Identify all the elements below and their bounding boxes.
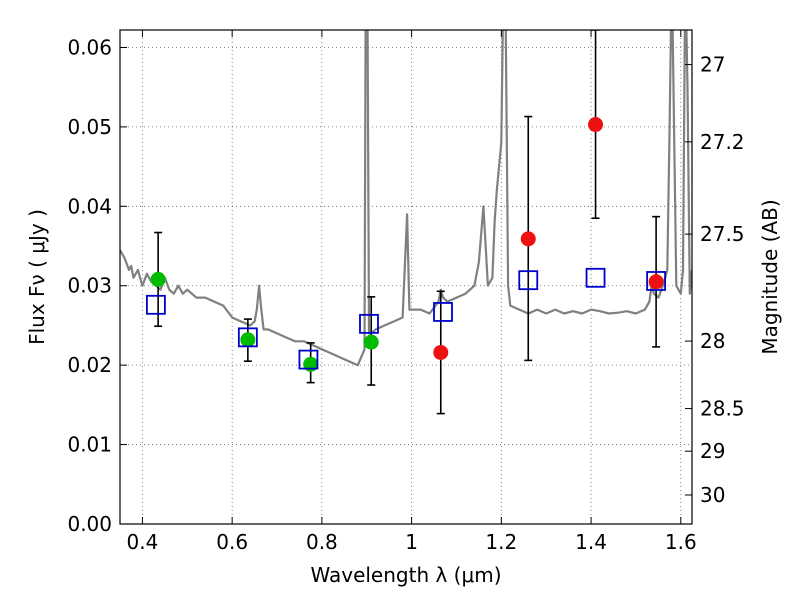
y-tick-label: 0.04 (67, 194, 112, 218)
x-tick-label: 1.6 (665, 530, 697, 554)
data-point (363, 334, 379, 350)
x-tick-label: 0.6 (216, 530, 248, 554)
x-tick-label: 1.4 (575, 530, 607, 554)
y-tick-label: 0.02 (67, 353, 112, 377)
model-point (585, 267, 606, 288)
ticks: 0.4 0.6 0.8 1 1.2 1.4 1.6 0.00 0.01 0.02 0.03 0.04 0… (67, 30, 745, 554)
data-point (433, 344, 449, 360)
mag-tick-label: 27.5 (700, 222, 745, 246)
y-axis-right-label: Magnitude (AB) (758, 199, 782, 354)
mag-tick-label: 27.2 (700, 130, 745, 154)
x-axis-label: Wavelength λ (μm) (310, 563, 501, 587)
mag-tick-label: 28 (700, 329, 725, 353)
template-spectrum-line (120, 30, 692, 367)
data-point (303, 356, 319, 372)
mag-tick-label: 27 (700, 53, 725, 77)
y-tick-label: 0.03 (67, 274, 112, 298)
y-tick-label: 0.01 (67, 433, 112, 457)
model-point (433, 302, 453, 322)
x-tick-label: 1.2 (485, 530, 517, 554)
model-point (359, 313, 379, 334)
model-point (237, 327, 258, 348)
mag-tick-label: 29 (700, 439, 725, 463)
model-point (145, 294, 166, 315)
y-tick-label: 0.06 (67, 35, 112, 59)
data-point (588, 117, 604, 133)
x-tick-label: 1 (405, 530, 418, 554)
y-tick-label: 0.00 (67, 512, 112, 536)
x-tick-label: 0.4 (127, 530, 159, 554)
data-point (520, 231, 536, 247)
mag-tick-label: 28.5 (700, 397, 745, 421)
data-point (648, 274, 664, 290)
plot-area (120, 30, 692, 415)
plot-frame (119, 29, 693, 525)
mag-tick-label: 30 (700, 483, 725, 507)
model-point (646, 271, 667, 291)
y-axis-label: Flux Fν ( μJy ) (25, 209, 49, 345)
data-point (150, 271, 166, 287)
data-point (240, 332, 256, 348)
model-point (518, 270, 539, 291)
grid (120, 30, 692, 525)
model-point (298, 349, 319, 370)
y-tick-label: 0.05 (67, 115, 112, 139)
x-tick-label: 0.8 (306, 530, 338, 554)
